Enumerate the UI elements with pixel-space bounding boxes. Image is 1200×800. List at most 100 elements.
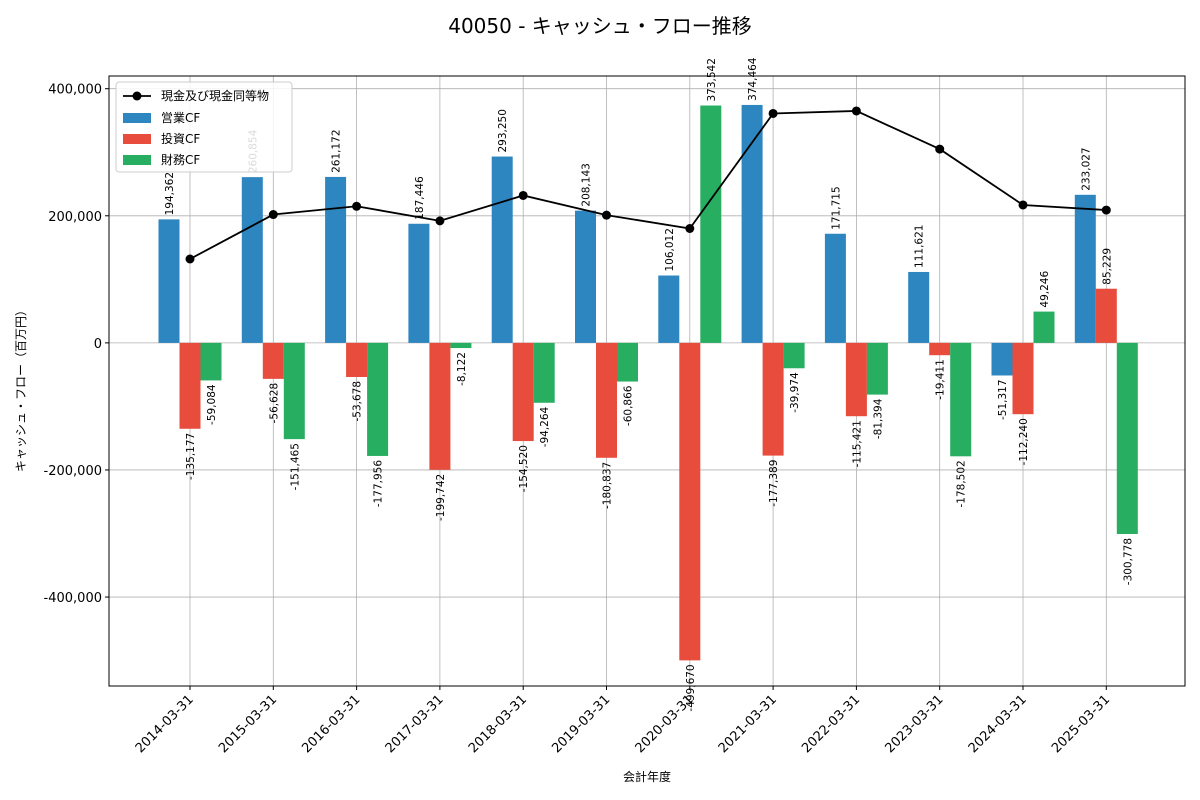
bar-financing — [450, 342, 472, 349]
legend-box — [115, 81, 293, 173]
cash-line-point — [685, 224, 695, 233]
bar-data-label: -154,520 — [518, 445, 530, 492]
bar-data-label: 233,027 — [1080, 147, 1092, 190]
cash-line — [189, 110, 1107, 260]
bar-operating — [741, 104, 763, 343]
x-tick-label: 2020-03-31 — [633, 692, 697, 756]
legend-label: 現金及び現金同等物 — [161, 88, 269, 103]
y-tick-label: 400,000 — [48, 83, 102, 98]
bar-data-label: -135,177 — [185, 433, 197, 480]
bar-financing — [1033, 311, 1055, 343]
bar-data-label: -178,502 — [956, 460, 968, 507]
legend-label: 財務CF — [161, 152, 200, 167]
bar-investing — [845, 342, 867, 417]
bar-data-label: -112,240 — [1018, 418, 1030, 465]
y-tick-label: 200,000 — [48, 210, 102, 225]
bar-data-label: 171,715 — [830, 186, 842, 229]
bar-operating — [908, 271, 930, 343]
bar-investing — [346, 342, 368, 377]
legend-label: 投資CF — [161, 131, 200, 146]
bar-operating — [158, 219, 180, 343]
bar-operating — [491, 156, 513, 343]
bar-data-label: 106,012 — [664, 228, 676, 271]
bar-data-label: -60,866 — [623, 385, 635, 426]
y-axis-label: キャッシュ・フロー（百万円） — [14, 304, 28, 472]
bar-data-label: -81,394 — [872, 398, 884, 439]
bar-data-label: -53,678 — [352, 381, 364, 422]
bar-data-label: -115,421 — [851, 420, 863, 467]
x-tick-label: 2025-03-31 — [1049, 692, 1113, 756]
bar-financing — [283, 342, 305, 440]
x-tick-label: 2021-03-31 — [716, 692, 780, 756]
bar-operating — [325, 176, 347, 343]
bar-data-label: 194,362 — [164, 172, 176, 215]
legend-swatch — [123, 134, 151, 144]
bar-data-label: -499,670 — [685, 664, 697, 711]
bar-data-label: 187,446 — [414, 176, 426, 220]
chart-title: 40050 - キャッシュ・フロー推移 — [448, 14, 752, 38]
bar-financing — [866, 342, 888, 395]
bar-data-label: -59,084 — [206, 384, 218, 425]
bar-investing — [1095, 288, 1117, 343]
bar-investing — [512, 342, 534, 442]
cash-line-point — [851, 106, 861, 116]
bar-data-label: 373,542 — [706, 58, 718, 101]
x-tick-label: 2014-03-31 — [133, 692, 197, 756]
y-tick-label: -200,000 — [44, 464, 102, 479]
bar-data-label: -177,389 — [768, 460, 780, 507]
bar-financing — [533, 342, 555, 403]
cash-line-point — [185, 254, 195, 264]
bar-operating — [658, 275, 680, 343]
bar-data-label: -177,956 — [373, 460, 385, 508]
x-tick-label: 2018-03-31 — [466, 692, 530, 756]
bar-investing — [679, 342, 701, 661]
bar-investing — [929, 342, 951, 356]
bar-operating — [575, 210, 596, 343]
bar-data-label: 261,172 — [331, 130, 343, 173]
bar-data-label: 293,250 — [497, 109, 509, 152]
bar-data-label: -180,837 — [602, 462, 614, 509]
bar-investing — [1012, 342, 1034, 415]
bar-financing — [700, 105, 722, 343]
bar-operating — [991, 342, 1013, 376]
bar-operating — [824, 233, 846, 343]
bar-data-label: -199,742 — [435, 474, 447, 521]
legend-swatch — [123, 113, 151, 123]
bar-data-label: -94,264 — [539, 406, 551, 447]
x-axis-label: 会計年度 — [623, 769, 671, 784]
bar-data-label: -51,317 — [997, 379, 1009, 420]
cash-line-point — [435, 216, 445, 226]
x-tick-label: 2023-03-31 — [882, 692, 946, 756]
cash-line-point — [602, 210, 611, 220]
bar-data-label: -151,465 — [289, 443, 301, 490]
x-tick-label: 2017-03-31 — [383, 692, 447, 756]
bar-data-label: 111,621 — [914, 225, 926, 268]
bar-operating — [241, 177, 263, 343]
legend-line-marker — [132, 91, 142, 101]
cash-line-point — [268, 210, 278, 220]
y-tick-label: 0 — [94, 337, 102, 352]
legend-swatch — [123, 155, 151, 165]
bar-financing — [617, 342, 638, 382]
cash-line-point — [935, 144, 945, 154]
bar-data-label: 49,246 — [1039, 271, 1051, 308]
bar-data-label: -19,411 — [935, 359, 947, 400]
cash-line-point — [1018, 200, 1028, 210]
y-tick-label: -400,000 — [44, 591, 102, 606]
x-tick-label: 2016-03-31 — [299, 692, 363, 756]
bar-data-label: -8,122 — [456, 352, 468, 386]
cash-line-group — [185, 106, 1111, 264]
x-tick-label: 2019-03-31 — [549, 692, 613, 756]
bar-investing — [179, 342, 201, 429]
cash-line-point — [518, 190, 528, 200]
x-tick-label: 2015-03-31 — [216, 692, 280, 756]
bar-data-label: 208,143 — [581, 163, 593, 206]
bar-data-label: -300,778 — [1122, 538, 1134, 585]
bar-investing — [262, 342, 284, 379]
cash-line-point — [352, 201, 362, 211]
legend-label: 営業CF — [161, 111, 200, 125]
cash-line-point — [1101, 205, 1111, 215]
bars-group — [158, 104, 1138, 661]
